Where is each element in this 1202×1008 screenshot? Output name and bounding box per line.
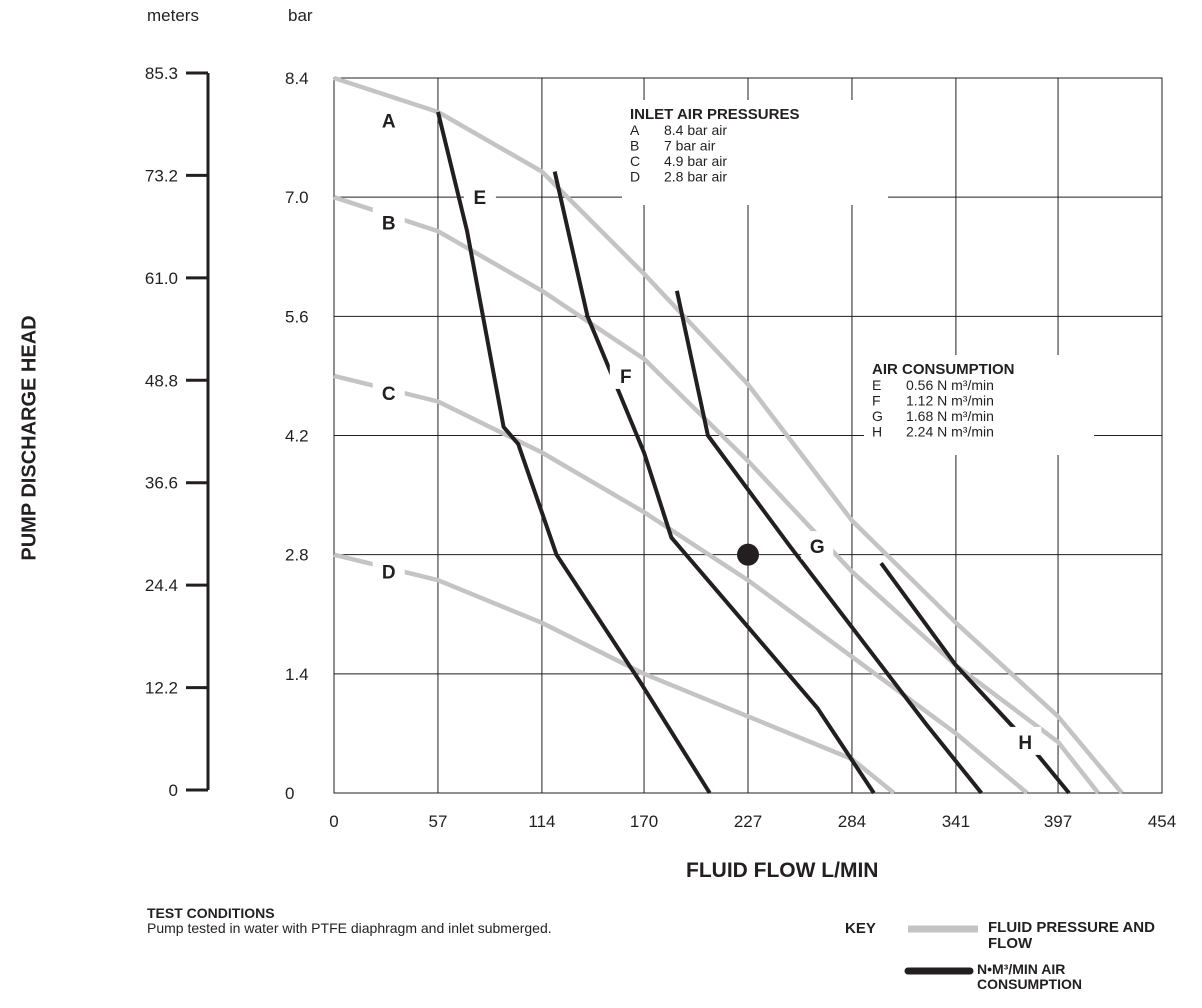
x-tick-label: 57: [428, 812, 447, 831]
inlet-box-bg: [622, 100, 888, 205]
key-label: KEY: [845, 920, 876, 937]
air-box-text: 0.56 N m³/min: [906, 377, 994, 393]
air-box-title: AIR CONSUMPTION: [872, 361, 1015, 378]
curve-label-knockout: [1009, 726, 1042, 755]
air-curve-f: [552, 171, 876, 795]
x-tick-label: 0: [329, 812, 338, 831]
fluid-curve-a: [333, 75, 1124, 795]
curve-label-b: B: [382, 214, 396, 235]
inlet-box-code: A: [630, 122, 640, 138]
x-tick-label: 397: [1044, 812, 1072, 831]
y-tick-label: 0: [285, 784, 294, 803]
y-tick-label: 5.6: [285, 307, 309, 326]
curve-label-g: G: [810, 537, 825, 558]
air-curve-g: [674, 290, 983, 795]
key-fluid-label: FLUID PRESSURE AND FLOW: [988, 919, 1155, 952]
curve-label-h: H: [1018, 733, 1032, 754]
meters-tick-label: 36.6: [145, 474, 178, 493]
x-tick-label: 170: [630, 812, 658, 831]
air-box-text: 1.12 N m³/min: [906, 393, 994, 409]
curve-label-knockout: [372, 556, 405, 585]
fluid-curve-c: [333, 373, 1029, 795]
inlet-box-title: INLET AIR PRESSURES: [630, 106, 799, 123]
air-box-text: 2.24 N m³/min: [906, 424, 994, 440]
air-box-code: G: [872, 408, 883, 424]
curve-label-d: D: [382, 563, 396, 584]
meters-tick-label: 61.0: [145, 269, 178, 288]
meters-tick-label: 48.8: [145, 371, 178, 390]
curve-label-knockout: [372, 105, 405, 134]
x-tick-label: 284: [838, 812, 866, 831]
curve-label-c: C: [382, 384, 396, 405]
x-tick-label: 341: [942, 812, 970, 831]
meters-tick-label: 0: [169, 781, 178, 800]
curve-label-f: F: [620, 367, 632, 388]
curve-label-knockout: [372, 207, 405, 236]
right-axis-unit: bar: [288, 6, 313, 25]
curve-label-knockout: [463, 182, 496, 211]
y-tick-label: 4.2: [285, 427, 309, 446]
curve-label-a: A: [382, 112, 396, 133]
inlet-box-code: B: [630, 138, 639, 154]
y-tick-label: 1.4: [285, 665, 309, 684]
x-tick-label: 114: [528, 812, 555, 831]
meters-tick-label: 12.2: [145, 679, 178, 698]
x-tick-label: 227: [734, 812, 762, 831]
curve-label-e: E: [474, 188, 487, 209]
inlet-box-text: 2.8 bar air: [664, 169, 727, 185]
air-box-code: E: [872, 377, 881, 393]
meters-tick-label: 24.4: [145, 576, 178, 595]
air-curve-h: [879, 562, 1071, 795]
x-tick-label: 454: [1148, 812, 1176, 831]
key-air-label: N•M³/MIN AIR CONSUMPTION: [977, 961, 1082, 992]
y-tick-label: 2.8: [285, 546, 309, 565]
curve-label-knockout: [801, 531, 834, 560]
inlet-box-text: 4.9 bar air: [664, 153, 727, 169]
left-axis-unit: meters: [147, 6, 199, 25]
inlet-box-text: 7 bar air: [664, 138, 716, 154]
air-box-code: H: [872, 424, 882, 440]
curve-label-knockout: [372, 377, 405, 406]
air-box-code: F: [872, 393, 881, 409]
x-axis-title: FLUID FLOW L/MIN: [686, 859, 879, 882]
test-conditions-title: TEST CONDITIONS: [147, 905, 275, 921]
operating-point-marker: [737, 543, 759, 566]
air-box-bg: [864, 355, 1094, 455]
inlet-box-code: C: [630, 153, 640, 169]
y-tick-label: 7.0: [285, 188, 309, 207]
inlet-box-text: 8.4 bar air: [664, 122, 727, 138]
inlet-box-code: D: [630, 169, 640, 185]
test-conditions-text: Pump tested in water with PTFE diaphragm…: [147, 920, 552, 936]
air-box-text: 1.68 N m³/min: [906, 408, 994, 424]
y-tick-label: 8.4: [285, 69, 309, 88]
meters-tick-label: 85.3: [145, 64, 178, 83]
curve-label-knockout: [609, 360, 642, 389]
air-curve-e: [436, 111, 712, 795]
meters-tick-label: 73.2: [145, 166, 178, 185]
test-conditions: TEST CONDITIONS Pump tested in water wit…: [147, 906, 567, 936]
